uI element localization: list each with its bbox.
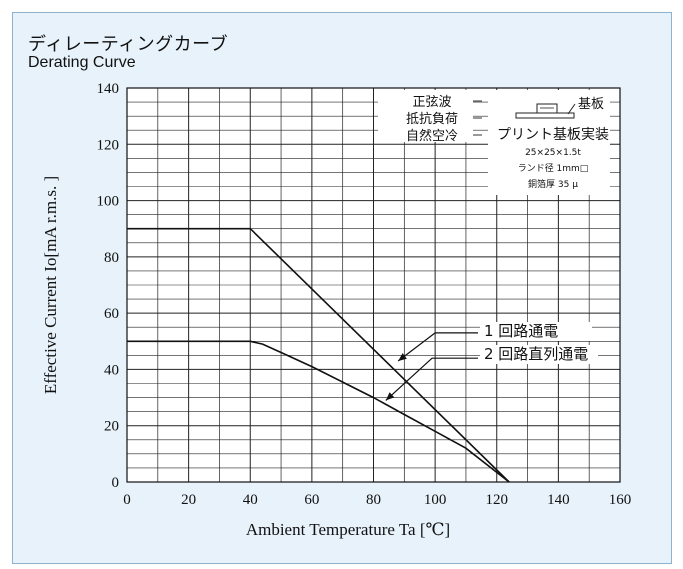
x-tick-label: 160 <box>609 492 632 508</box>
board-title: プリント基板実装 <box>497 126 609 143</box>
y-tick-label: 100 <box>97 194 120 210</box>
board-label: 基板 <box>578 97 604 112</box>
x-tick-label: 60 <box>304 492 319 508</box>
x-tick-label: 20 <box>181 492 196 508</box>
y-axis-label: Effective Current Io[mA r.m.s. ] <box>41 176 60 394</box>
conditions-box-left <box>378 90 473 142</box>
ticks-layer: 0 20 40 60 80 100 120 140 160 0 20 40 60 80 100 120 140 <box>97 81 632 508</box>
board-copper: 銅箔厚 35 μ <box>528 178 578 190</box>
series-layer <box>127 227 510 483</box>
series-line-1 <box>127 227 510 483</box>
x-tick-label: 140 <box>547 492 570 508</box>
y-tick-label: 60 <box>104 306 119 322</box>
legend-box-2 <box>480 345 598 364</box>
y-tick-label: 40 <box>104 362 119 378</box>
board-plate-icon <box>515 112 575 119</box>
conditions-left: 正弦波 抵抗負荷 自然空冷 <box>406 94 482 144</box>
y-tick-label: 80 <box>104 250 119 266</box>
board-size: 25×25×1.5t <box>525 148 581 158</box>
condition-line-1: 正弦波 <box>412 94 451 110</box>
legend-box-1 <box>480 322 592 341</box>
x-tick-label: 100 <box>424 492 447 508</box>
x-tick-label: 80 <box>366 492 381 508</box>
chart-title-en: Derating Curve <box>28 54 136 71</box>
legend-label-2: 2 回路直列通電 <box>484 345 588 363</box>
legend-arrow-1 <box>398 353 407 361</box>
y-tick-label: 140 <box>97 81 120 97</box>
legend-leader-2 <box>385 357 478 401</box>
series-line-2 <box>127 340 510 483</box>
board-component-icon <box>536 103 558 114</box>
board-land: ランド径 1mm□ <box>518 162 589 174</box>
y-tick-label: 20 <box>104 419 119 435</box>
legend-arrow-2 <box>385 392 395 401</box>
legend-leader-1 <box>397 332 478 362</box>
x-axis-label: Ambient Temperature Ta [℃] <box>246 520 450 539</box>
board-diagram: 基板 プリント基板実装 25×25×1.5t ランド径 1mm□ 銅箔厚 35 … <box>497 97 609 190</box>
condition-line-3: 自然空冷 <box>406 128 458 144</box>
plot-frame <box>126 87 621 483</box>
x-tick-label: 120 <box>486 492 509 508</box>
legend-layer: 1 回路通電 2 回路直列通電 <box>385 322 588 401</box>
y-tick-label: 0 <box>112 475 120 491</box>
board-arrow <box>567 103 576 115</box>
y-tick-label: 120 <box>97 137 120 153</box>
chart-title-jp: ディレーティングカーブ <box>28 34 229 55</box>
x-tick-label: 0 <box>123 492 131 508</box>
legend-label-1: 1 回路通電 <box>484 322 558 340</box>
x-tick-label: 40 <box>243 492 258 508</box>
condition-line-2: 抵抗負荷 <box>406 112 458 127</box>
